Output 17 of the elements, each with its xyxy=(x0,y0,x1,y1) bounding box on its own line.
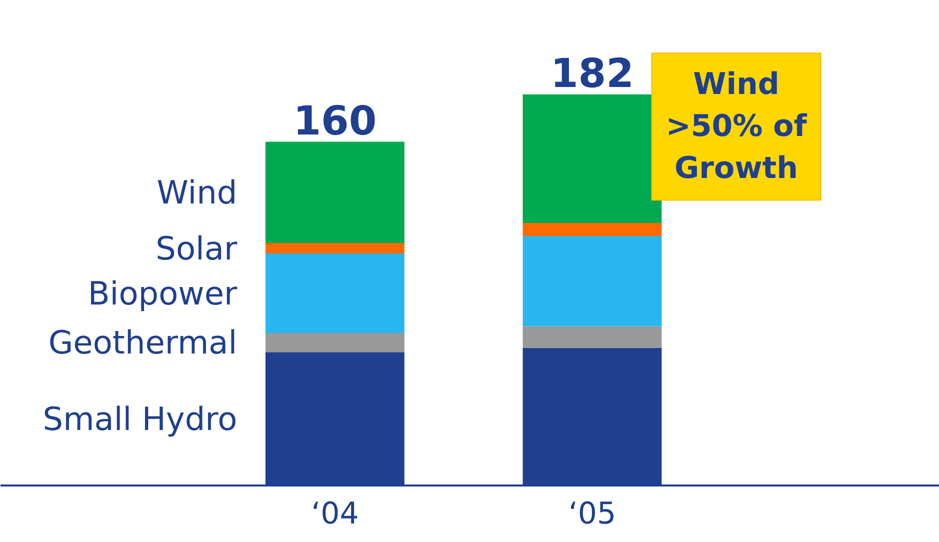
series-label: Biopower xyxy=(88,274,238,312)
bar xyxy=(522,223,662,236)
annotation: Wind >50% of Growth xyxy=(666,67,808,186)
annotation: 160 xyxy=(293,98,377,144)
bar xyxy=(265,332,404,352)
series-label: Geothermal xyxy=(48,324,238,362)
series-label: Wind xyxy=(156,173,238,212)
series-label: Solar xyxy=(156,229,238,268)
bar xyxy=(522,326,662,348)
bar xyxy=(265,142,404,243)
series-label: Small Hydro xyxy=(42,400,238,438)
x-tick-label: ‘04 xyxy=(311,496,359,532)
bar xyxy=(265,254,404,333)
bar xyxy=(265,243,404,254)
x-tick-label: ‘05 xyxy=(568,496,616,532)
annotation: 182 xyxy=(550,51,634,98)
bar xyxy=(522,236,662,326)
